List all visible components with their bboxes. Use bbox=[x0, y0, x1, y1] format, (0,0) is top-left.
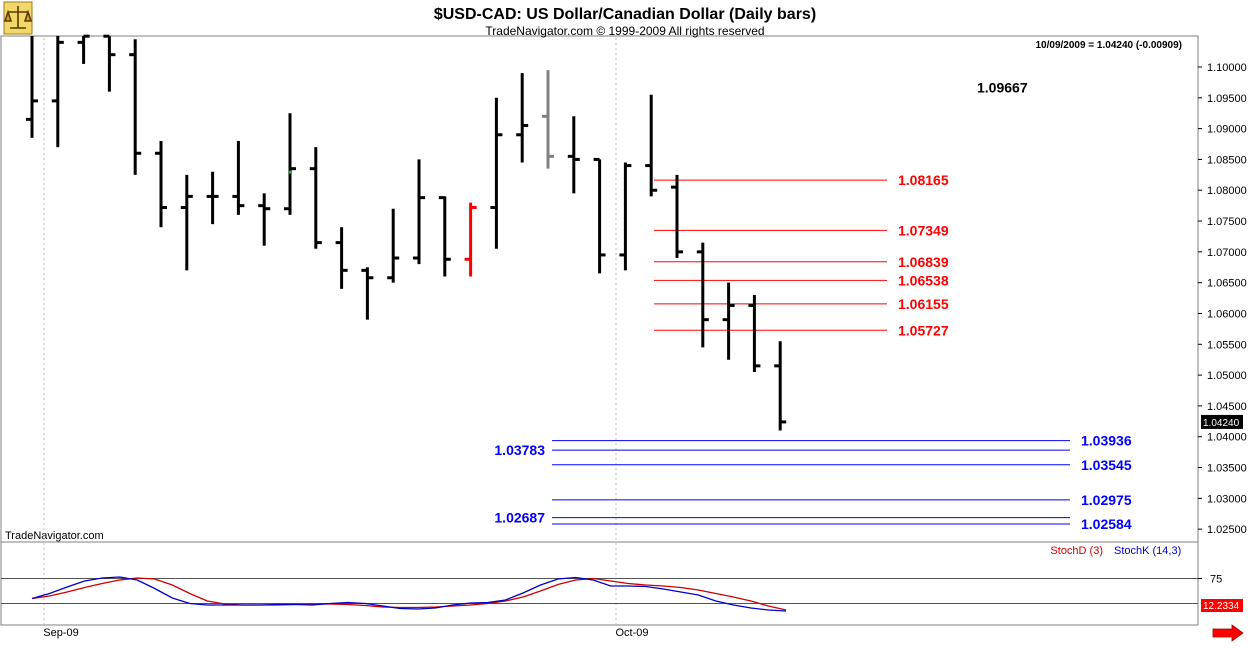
time-axis-label: Sep-09 bbox=[43, 627, 78, 639]
ohlc-bar bbox=[129, 39, 142, 175]
price-panel-frame bbox=[0, 35, 1199, 543]
chart-title: $USD-CAD: US Dollar/Canadian Dollar (Dai… bbox=[434, 6, 816, 23]
ohlc-bar bbox=[413, 159, 425, 265]
price-tick-label: 1.03000 bbox=[1207, 493, 1247, 505]
copyright-text: TradeNavigator.com © 1999-2009 All right… bbox=[485, 24, 764, 38]
price-tick-label: 1.07500 bbox=[1207, 216, 1247, 228]
last-price-label: 1.04240 bbox=[1203, 418, 1240, 429]
ohlc-bar bbox=[206, 171, 219, 225]
ohlc-bar bbox=[26, 36, 38, 138]
price-tick-label: 1.02500 bbox=[1207, 524, 1247, 536]
price-tick-label: 1.06000 bbox=[1207, 308, 1247, 320]
ohlc-bar bbox=[671, 174, 683, 259]
stoch-value-box bbox=[1201, 599, 1243, 612]
ohlc-bar bbox=[103, 34, 116, 92]
ohlc-bar bbox=[593, 157, 606, 274]
stochk-legend: StochK (14,3) bbox=[1114, 545, 1181, 557]
price-tick-label: 1.05500 bbox=[1207, 339, 1247, 351]
price-tick-label: 1.07000 bbox=[1207, 247, 1247, 259]
ohlc-bar bbox=[361, 267, 374, 320]
ohlc-bar bbox=[387, 208, 400, 283]
ohlc-bar bbox=[155, 140, 167, 228]
resistance-label: 1.06538 bbox=[898, 272, 949, 288]
price-tick-label: 1.08500 bbox=[1207, 154, 1247, 166]
ohlc-bar bbox=[516, 73, 529, 163]
ohlc-bar bbox=[567, 116, 580, 194]
resistance-label: 1.05727 bbox=[898, 322, 949, 338]
resistance-label: 1.08165 bbox=[898, 172, 949, 188]
price-tick-label: 1.04000 bbox=[1207, 432, 1247, 444]
ohlc-bars bbox=[26, 34, 787, 431]
ohlc-bar bbox=[490, 97, 503, 249]
ohlc-bar bbox=[51, 36, 64, 148]
price-tick-label: 1.05000 bbox=[1207, 370, 1247, 382]
bar-marker-dot bbox=[289, 170, 292, 174]
stoch-tick-label: 75 bbox=[1210, 574, 1222, 586]
resistance-label: 1.06839 bbox=[898, 254, 949, 270]
ohlc-bar bbox=[464, 202, 477, 277]
support-label: 1.02584 bbox=[1081, 516, 1132, 532]
ohlc-bar bbox=[232, 140, 245, 215]
last-quote-text: 10/09/2009 = 1.04240 (-0.00909) bbox=[1035, 40, 1182, 51]
stochk-line bbox=[31, 576, 787, 612]
support-resistance-levels: 1.08165 1.07349 1.06839 1.06538 1.06155 1.057… bbox=[494, 80, 1131, 532]
ohlc-bar bbox=[619, 162, 632, 271]
price-axis: 1.10000 1.09500 1.09000 1.08500 1.08000 1.075… bbox=[1198, 62, 1247, 536]
watermark-text: TradeNavigator.com bbox=[5, 530, 104, 542]
ohlc-bar bbox=[258, 193, 271, 246]
ohlc-bar bbox=[696, 242, 709, 348]
price-tick-label: 1.08000 bbox=[1207, 185, 1247, 197]
ohlc-bar bbox=[438, 196, 451, 277]
ohlc-bar bbox=[284, 113, 296, 215]
price-tick-label: 1.09000 bbox=[1207, 124, 1247, 136]
ohlc-bar bbox=[645, 94, 658, 197]
price-tick-label: 1.03500 bbox=[1207, 463, 1247, 475]
ohlc-bar bbox=[722, 282, 735, 360]
ohlc-bar bbox=[774, 341, 787, 431]
ohlc-bar bbox=[77, 34, 90, 64]
stochd-line bbox=[31, 577, 787, 611]
resistance-label: 1.06155 bbox=[898, 296, 949, 312]
price-tick-label: 1.10000 bbox=[1207, 62, 1247, 74]
price-annotation: 1.09667 bbox=[977, 80, 1028, 96]
price-tick-label: 1.04500 bbox=[1207, 401, 1247, 413]
stoch-panel-frame bbox=[0, 541, 1199, 626]
ohlc-bar bbox=[180, 174, 193, 271]
ohlc-bar bbox=[542, 70, 554, 169]
ohlc-bar bbox=[335, 227, 348, 289]
time-axis: Sep-09 Oct-09 bbox=[43, 627, 648, 639]
resistance-label: 1.07349 bbox=[898, 222, 949, 238]
support-label: 1.02975 bbox=[1081, 492, 1132, 508]
price-tick-label: 1.06500 bbox=[1207, 278, 1247, 290]
scroll-right-arrow-icon[interactable] bbox=[1212, 624, 1244, 642]
ohlc-bar bbox=[748, 294, 761, 373]
support-label: 1.03783 bbox=[494, 442, 545, 458]
time-axis-label: Oct-09 bbox=[615, 627, 648, 639]
stochd-legend: StochD (3) bbox=[1050, 545, 1103, 557]
support-label: 1.03545 bbox=[1081, 457, 1132, 473]
trade-navigator-logo[interactable] bbox=[3, 1, 33, 35]
support-label: 1.03936 bbox=[1081, 433, 1132, 449]
price-tick-label: 1.09500 bbox=[1207, 93, 1247, 105]
stochastic-panel: 75 StochD (3) StochK (14,3) 12.2334 bbox=[1, 545, 1243, 612]
support-label: 1.02687 bbox=[494, 510, 545, 526]
ohlc-bar bbox=[309, 147, 322, 249]
last-price-box bbox=[1201, 414, 1243, 429]
stoch-value-label: 12.2334 bbox=[1203, 601, 1240, 612]
vertical-gridlines bbox=[43, 38, 617, 625]
